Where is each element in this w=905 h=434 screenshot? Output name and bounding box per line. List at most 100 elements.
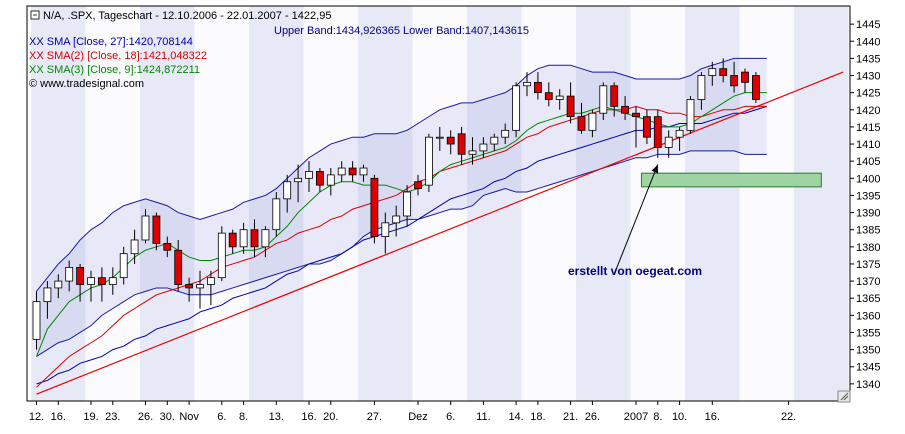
- candle-up: [65, 266, 74, 282]
- x-tick-label: 21.: [563, 411, 578, 423]
- candle-up: [424, 136, 433, 186]
- support-trendline: [36, 71, 844, 395]
- x-axis: 12. 16. 19. 23. 26. 30. Nov 6. 8. 13. 16. 20. 27. Dez…: [29, 401, 796, 423]
- y-tick-label: 1350: [856, 345, 880, 357]
- candle-down: [741, 71, 749, 83]
- week-stripe: [194, 6, 250, 401]
- x-tick-label: 23.: [105, 411, 120, 423]
- annotation-text: erstellt von oegeat.com: [568, 264, 702, 278]
- sma18-line: [36, 105, 767, 388]
- candle-up: [206, 277, 215, 285]
- candle-up: [479, 143, 488, 152]
- candle-up: [283, 181, 292, 200]
- legend-sma9: XX SMA(3) [Close, 9]:1424,872211: [29, 64, 200, 76]
- target-zone: [640, 172, 822, 188]
- candle-down: [719, 68, 728, 76]
- y-tick-label: 1410: [856, 139, 880, 151]
- candle-up: [555, 95, 564, 100]
- candle-down: [152, 215, 161, 244]
- x-tick-label: Dez: [408, 411, 428, 423]
- x-tick-label: 6.: [217, 411, 226, 423]
- arrow-head: [651, 164, 659, 174]
- candle-down: [577, 116, 586, 131]
- candle-down: [370, 177, 379, 237]
- x-tick-label: 26.: [585, 411, 600, 423]
- candle-up: [599, 85, 608, 114]
- legend-sma27: XX SMA [Close, 27]:1420,708144: [29, 36, 193, 48]
- candle-down: [163, 242, 172, 251]
- candle-up: [119, 253, 128, 279]
- candle-down: [348, 167, 357, 176]
- candle-up: [217, 232, 226, 279]
- x-tick-label: 2007: [624, 411, 648, 423]
- x-tick-label: 30.: [160, 411, 175, 423]
- week-stripe: [848, 6, 850, 401]
- y-tick-label: 1345: [856, 362, 880, 374]
- y-tick-label: 1430: [856, 71, 880, 83]
- candle-up: [239, 229, 248, 248]
- candle-up: [32, 301, 41, 340]
- candle-down: [446, 136, 455, 145]
- week-stripe: [794, 6, 849, 401]
- candle-down: [610, 85, 619, 107]
- candle-up: [403, 191, 412, 217]
- candle-up: [588, 112, 597, 131]
- y-axis: 1340 1345 1350 1355 1360 1365 1370 1375 1380 1385…: [850, 19, 880, 391]
- candle-up: [272, 198, 281, 231]
- candle-up: [501, 129, 510, 138]
- week-stripes: [31, 6, 850, 401]
- candle-up: [294, 177, 303, 183]
- candle-up: [512, 85, 520, 131]
- candle-down: [414, 181, 422, 189]
- candle-up: [697, 75, 706, 100]
- candle-down: [534, 81, 542, 94]
- candle-down: [315, 171, 324, 186]
- bollinger-bands: [36, 57, 767, 357]
- candle-up: [261, 229, 270, 248]
- legend-copyright: © www.tradesignal.com: [29, 78, 144, 90]
- candle-up: [664, 136, 673, 148]
- week-stripe: [630, 6, 686, 401]
- x-tick-label: Nov: [179, 411, 199, 423]
- candle-up: [43, 287, 52, 303]
- candle-up: [108, 277, 117, 285]
- candle-down: [457, 133, 466, 155]
- candle-up: [675, 129, 684, 138]
- candle-up: [490, 136, 499, 145]
- candle-up: [130, 239, 139, 255]
- y-tick-label: 1405: [856, 156, 880, 168]
- y-tick-label: 1435: [856, 53, 880, 65]
- candle-down: [76, 266, 84, 285]
- y-tick-label: 1395: [856, 190, 880, 202]
- band-fill: [36, 58, 767, 357]
- candle-down: [752, 75, 760, 100]
- candle-up: [196, 284, 204, 289]
- x-tick-label: 8.: [653, 411, 662, 423]
- week-stripe: [303, 6, 359, 401]
- y-tick-label: 1380: [856, 242, 880, 254]
- candle-up: [468, 150, 477, 155]
- y-tick-label: 1415: [856, 122, 880, 134]
- candle-down: [544, 92, 553, 100]
- y-tick-label: 1365: [856, 293, 880, 305]
- x-tick-label: 13.: [269, 411, 284, 423]
- candle-up: [54, 280, 63, 289]
- candle-up: [381, 222, 390, 237]
- arrow-line: [613, 164, 659, 275]
- y-tick-label: 1390: [856, 208, 880, 220]
- candles: [32, 58, 760, 350]
- candle-up: [141, 215, 150, 241]
- y-tick-label: 1420: [856, 105, 880, 117]
- y-tick-label: 1340: [856, 379, 880, 391]
- candle-up: [708, 68, 717, 76]
- x-tick-label: 16.: [705, 411, 720, 423]
- y-tick-label: 1440: [856, 36, 880, 48]
- candle-down: [250, 229, 259, 248]
- chart-title: N/A, .SPX, Tageschart - 12.10.2006 - 22.…: [43, 10, 331, 22]
- plot-frame: [26, 5, 851, 402]
- x-tick-label: 14.: [508, 411, 523, 423]
- candle-down: [98, 277, 106, 285]
- week-stripe: [521, 6, 577, 401]
- x-tick-label: 22.: [781, 411, 796, 423]
